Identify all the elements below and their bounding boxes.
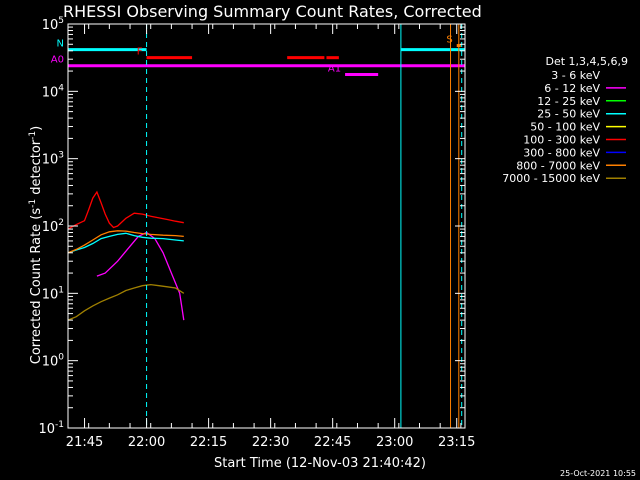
state-bar-label: F — [137, 47, 143, 58]
y-tick-base: 10 — [42, 153, 59, 168]
state-bar-label: S — [446, 35, 452, 46]
legend-entry-label: 100 - 300 keV — [523, 134, 600, 147]
y-tick-label: 101 — [42, 285, 64, 302]
x-tick-label: 23:00 — [376, 435, 413, 450]
y-tick-label: 105 — [42, 16, 64, 33]
y-tick-base: 10 — [42, 18, 59, 33]
y-tick-label: 10-1 — [38, 420, 64, 437]
legend-entry-label: 50 - 100 keV — [530, 121, 600, 134]
state-bar-label: A0 — [51, 55, 64, 66]
legend-entry-label: 800 - 7000 keV — [516, 159, 600, 172]
x-tick-label: 22:30 — [252, 435, 289, 450]
y-tick-base: 10 — [42, 355, 59, 370]
y-tick-exponent: 4 — [58, 83, 64, 93]
y-tick-exponent: 1 — [58, 285, 64, 295]
y-tick-label: 104 — [42, 83, 65, 100]
state-bar-label: N — [57, 39, 64, 50]
y-tick-label: 102 — [42, 218, 64, 235]
x-tick-label: 22:00 — [128, 435, 165, 450]
y-axis-label: Corrected Count Rate (s-1 detector-1) — [28, 126, 44, 364]
y-tick-base: 10 — [42, 287, 59, 302]
series-line-7 — [67, 230, 184, 254]
x-tick-label: 23:15 — [438, 435, 475, 450]
y-tick-exponent: 5 — [58, 16, 64, 26]
y-tick-base: 10 — [42, 85, 59, 100]
series-line-3 — [67, 232, 184, 254]
state-bar-label: A1 — [328, 64, 341, 75]
x-tick-label: 22:15 — [190, 435, 227, 450]
y-tick-exponent: -1 — [55, 420, 64, 430]
footer-timestamp: 25-Oct-2021 10:55 — [560, 469, 636, 478]
y-tick-exponent: 3 — [58, 151, 64, 161]
y-tick-base: 10 — [38, 422, 55, 437]
legend-title: Det 1,3,4,5,6,9 — [545, 55, 628, 68]
legend-entry-label: 25 - 50 keV — [537, 108, 600, 121]
series-line-5 — [67, 190, 184, 230]
legend-entry-label: 300 - 800 keV — [523, 146, 600, 159]
x-tick-label: 22:45 — [314, 435, 351, 450]
series-line-8 — [67, 283, 185, 321]
legend-entry-label: 12 - 25 keV — [537, 95, 600, 108]
legend-entry-label: 7000 - 15000 keV — [502, 172, 600, 185]
x-tick-label: 21:45 — [66, 435, 103, 450]
y-tick-exponent: 0 — [58, 353, 64, 363]
y-tick-exponent: 2 — [58, 218, 64, 228]
y-tick-label: 103 — [42, 151, 64, 168]
legend-entry-label: 6 - 12 keV — [544, 82, 600, 95]
y-tick-base: 10 — [42, 220, 59, 235]
chart-title: RHESSI Observing Summary Count Rates, Co… — [63, 2, 482, 21]
y-tick-label: 100 — [42, 353, 65, 370]
legend-entry-label: 3 - 6 keV — [551, 69, 600, 82]
x-axis-label: Start Time (12-Nov-03 21:40:42) — [214, 456, 426, 471]
